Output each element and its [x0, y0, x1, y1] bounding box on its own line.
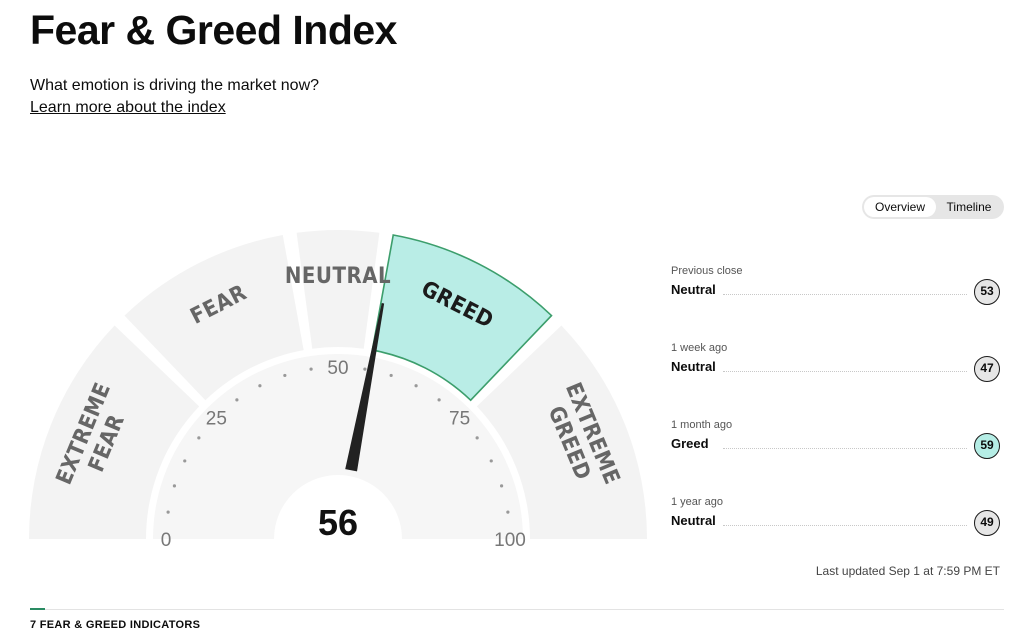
- gauge-tick-dot: [283, 373, 287, 378]
- history-item-1-month: 1 month ago Greed 59: [671, 419, 1001, 479]
- gauge-label-neutral: NEUTRAL: [285, 264, 391, 289]
- indicators-heading[interactable]: 7 FEAR & GREED INDICATORS: [30, 619, 201, 631]
- gauge-tick-dot: [414, 384, 418, 388]
- gauge-tick-dot: [258, 384, 262, 388]
- history-value: Neutral: [671, 359, 716, 374]
- gauge-segment-greed: [371, 234, 553, 402]
- gauge-segments: [29, 230, 647, 539]
- history-label: 1 year ago: [671, 496, 723, 508]
- overview-tab[interactable]: Overview: [864, 197, 936, 217]
- gauge-needle-pointer: [345, 303, 385, 472]
- gauge-tick-dot: [389, 373, 393, 378]
- gauge-ticks: 0 25 50 75 100: [161, 358, 526, 551]
- gauge-tick-dot: [475, 436, 479, 440]
- gauge-needle: [345, 303, 385, 472]
- gauge-tick-dot: [183, 459, 187, 463]
- gauge-segment-fear: [124, 234, 304, 401]
- gauge-segment-extreme-fear: [29, 325, 200, 539]
- section-divider: [30, 609, 1004, 610]
- gauge-tick-dot: [172, 484, 177, 488]
- history-label: Previous close: [671, 265, 743, 277]
- gauge-segment-extreme-greed: [476, 325, 647, 539]
- gauge-scale-label: 0: [161, 530, 172, 551]
- learn-more-link[interactable]: Learn more about the index: [30, 99, 226, 116]
- gauge-inner-face: [153, 354, 523, 539]
- gauge-tick-dot: [197, 436, 201, 440]
- gauge-tick-dot: [235, 398, 239, 402]
- gauge-inner: [153, 354, 523, 539]
- gauge-tick-dot: [166, 510, 170, 514]
- last-updated: Last updated Sep 1 at 7:59 PM ET: [815, 564, 1000, 578]
- history-label: 1 week ago: [671, 342, 728, 354]
- gauge-scale-label: 50: [327, 358, 348, 379]
- gauge-value: 56: [318, 502, 358, 543]
- history-value: Neutral: [671, 282, 716, 297]
- page-subtitle: What emotion is driving the market now?: [30, 77, 320, 94]
- gauge-tick-dot: [506, 510, 510, 514]
- gauge-tick-dot: [499, 484, 504, 488]
- dotted-leader: [723, 294, 967, 295]
- gauge-tick-dot: [437, 398, 441, 402]
- gauge-tick-dot: [309, 367, 313, 371]
- gauge-label-text: NEUTRAL: [285, 264, 391, 289]
- history-item-1-year: 1 year ago Neutral 49: [671, 496, 1001, 556]
- history-item-1-week: 1 week ago Neutral 47: [671, 342, 1001, 402]
- score-badge: 53: [974, 279, 1000, 305]
- dotted-leader: [723, 525, 967, 526]
- gauge-tick-dot: [363, 367, 367, 371]
- gauge-center: [274, 475, 402, 600]
- history-value: Neutral: [671, 513, 716, 528]
- score-badge: 59: [974, 433, 1000, 459]
- dotted-leader: [723, 448, 967, 449]
- dotted-leader: [723, 371, 967, 372]
- view-toggle: Overview Timeline: [862, 195, 1004, 219]
- history-item-previous-close: Previous close Neutral 53: [671, 265, 1001, 325]
- page-title: Fear & Greed Index: [30, 7, 397, 53]
- score-badge: 47: [974, 356, 1000, 382]
- gauge-scale-label: 75: [449, 408, 470, 429]
- timeline-tab[interactable]: Timeline: [946, 200, 992, 214]
- gauge-segment-neutral: [296, 230, 380, 349]
- gauge-scale-label: 100: [494, 530, 526, 551]
- gauge-scale-label: 25: [206, 408, 227, 429]
- score-badge: 49: [974, 510, 1000, 536]
- history-value: Greed: [671, 436, 709, 451]
- gauge-tick-dot: [489, 459, 493, 463]
- section-divider-accent: [30, 608, 45, 610]
- history-label: 1 month ago: [671, 419, 733, 431]
